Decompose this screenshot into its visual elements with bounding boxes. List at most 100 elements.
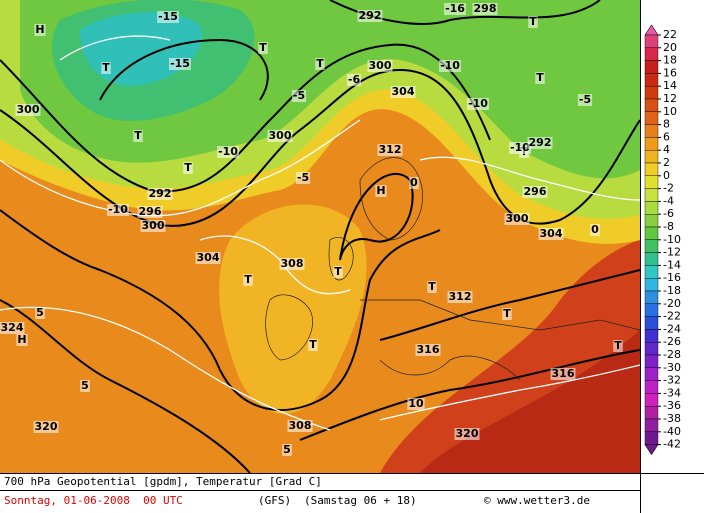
colorbar-band [644, 316, 659, 330]
colorbar-band [644, 85, 659, 100]
label-bg [550, 368, 576, 380]
label-bg [439, 60, 461, 72]
colorbar-band [644, 162, 659, 177]
colorbar-label: -18 [663, 284, 681, 297]
map-label: -6 [348, 73, 361, 86]
label-bg [590, 224, 600, 236]
colorbar-label: -30 [663, 361, 681, 374]
colorbar-band [644, 124, 659, 138]
map-label: T [503, 307, 511, 320]
colorbar-band [644, 393, 659, 407]
map-label: -10 [510, 141, 530, 154]
label-bg [367, 60, 393, 72]
label-bg [34, 24, 46, 36]
colorbar-band [644, 418, 659, 433]
label-bg [390, 86, 416, 98]
map-label: -10 [218, 145, 238, 158]
colorbar-label: -28 [663, 348, 681, 361]
label-bg [472, 3, 498, 15]
label-bg [377, 144, 403, 156]
colorbar-label: -36 [663, 399, 681, 412]
map-label: T [102, 61, 110, 74]
map-label: 300 [506, 212, 529, 225]
colorbar-band [644, 367, 659, 381]
colorbar-label: 18 [663, 54, 677, 67]
colorbar-band [644, 431, 659, 445]
label-bg [133, 130, 143, 142]
map-label: 292 [149, 187, 172, 200]
colorbar-label: -40 [663, 425, 681, 438]
label-bg [16, 334, 28, 346]
map-label: -15 [170, 57, 190, 70]
colorbar-label: -6 [663, 207, 674, 220]
map-label: -10 [108, 203, 128, 216]
map-label: 300 [17, 103, 40, 116]
map-label: -5 [293, 89, 305, 102]
label-bg [107, 204, 129, 216]
label-bg [467, 98, 489, 110]
map-label: 304 [197, 251, 220, 264]
colorbar-band [644, 137, 659, 151]
label-bg [346, 74, 362, 86]
label-bg [444, 3, 466, 15]
label-bg [147, 188, 173, 200]
map-label: 5 [283, 443, 291, 456]
colorbar-label: 2 [663, 156, 670, 169]
label-bg [295, 172, 311, 184]
map-label: 296 [524, 185, 547, 198]
label-bg [287, 420, 313, 432]
label-bg [35, 307, 45, 319]
map-label: -15 [158, 10, 178, 23]
mild-field [219, 204, 367, 414]
label-bg [15, 104, 41, 116]
colorbar-band [644, 34, 659, 49]
map-label: -5 [579, 93, 591, 106]
colorbar-label: -16 [663, 271, 681, 284]
map-label: 300 [369, 59, 392, 72]
label-bg [528, 16, 538, 28]
map-label: 300 [142, 219, 165, 232]
footer-model: (GFS) [258, 494, 291, 507]
colorbar-band [644, 252, 659, 266]
label-bg [243, 274, 253, 286]
label-bg [279, 258, 305, 270]
colorbar-band [644, 303, 659, 317]
colorbar-label: -14 [663, 258, 681, 271]
label-bg [447, 291, 473, 303]
colorbar-label: -34 [663, 386, 681, 399]
footer-run: (Samstag 06 + 18) [304, 494, 417, 507]
label-bg [409, 177, 419, 189]
map-label: 300 [269, 129, 292, 142]
footer-title: 700 hPa Geopotential [gpdm], Temperatur … [4, 475, 322, 488]
colorbar-label: 14 [663, 79, 677, 92]
label-bg [504, 213, 530, 225]
label-bg [502, 308, 512, 320]
map-label: 324 [1, 321, 24, 334]
colorbar-band [644, 188, 659, 202]
footer-date: Sonntag, 01-06-2008 00 UTC [4, 494, 183, 507]
coastlines [265, 157, 641, 381]
colorbar-label: -20 [663, 297, 681, 310]
colorbar-band [644, 149, 659, 164]
map-label: 312 [449, 290, 472, 303]
map-label: T [309, 338, 317, 351]
colorbar-label: -32 [663, 374, 681, 387]
label-bg [137, 206, 163, 218]
colorbar-label: -38 [663, 412, 681, 425]
map-label: T [529, 15, 537, 28]
map-label: 5 [81, 379, 89, 392]
colorbar-label: -42 [663, 438, 681, 451]
colorbar-band [644, 278, 659, 292]
map-label: T [536, 71, 544, 84]
label-bg [282, 444, 292, 456]
map-label: -10 [440, 59, 460, 72]
colorbar-band [644, 290, 659, 305]
label-bg [183, 162, 193, 174]
colorbar-label: -4 [663, 194, 674, 207]
label-bg [407, 398, 425, 410]
colorbar-cap [644, 444, 659, 456]
colorbar-band [644, 239, 659, 253]
map-label: 316 [552, 367, 575, 380]
